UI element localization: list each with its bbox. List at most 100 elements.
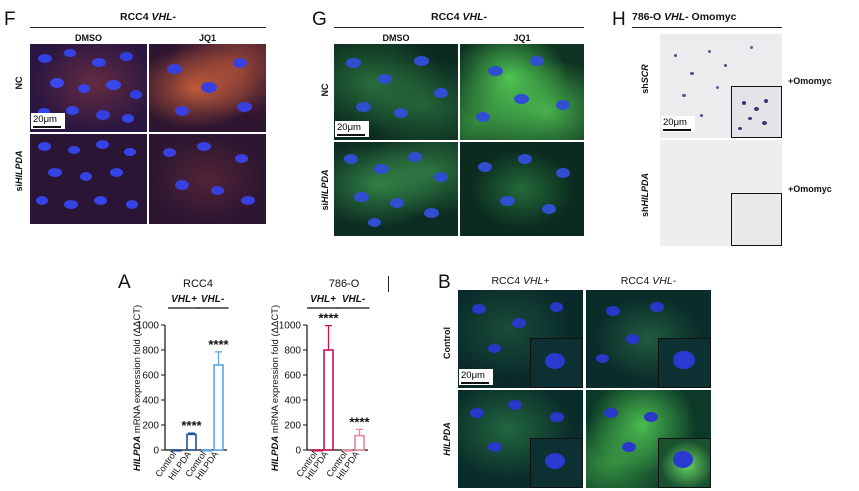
y-tick-label: 0 [153, 446, 159, 457]
nucleus [508, 400, 522, 410]
nucleus [175, 180, 189, 190]
group-label: VHL+ [310, 294, 336, 305]
panel-g-scale-bar [337, 134, 365, 136]
nucleus [545, 453, 565, 469]
y-tick-label: 400 [284, 396, 301, 407]
nucleus [38, 108, 50, 116]
nucleus [622, 442, 636, 452]
panel-b-scale-bar [461, 382, 489, 384]
nucleus [235, 154, 248, 163]
stain-dot [754, 107, 759, 111]
panel-letter-h: H [612, 9, 626, 30]
bar [342, 449, 353, 452]
nucleus [545, 353, 565, 369]
stain-dot [690, 72, 694, 75]
bar [171, 449, 182, 452]
nucleus [556, 100, 570, 110]
nucleus [424, 208, 439, 218]
stain-dot [742, 101, 746, 105]
panel-divider [388, 276, 389, 292]
panel-g-scale-box [335, 121, 369, 137]
nucleus [197, 142, 211, 151]
nucleus [512, 318, 526, 328]
group-label: VHL+ [171, 294, 197, 305]
y-axis-label-text: mRNA expression fold (ΔΔCT) [270, 305, 281, 436]
nucleus [237, 102, 252, 112]
panel-g-title-rule [334, 27, 584, 28]
nucleus [434, 88, 448, 98]
nucleus [476, 112, 490, 122]
panel-b-row-hilpda: HILPDA [442, 422, 452, 456]
y-tick-label: 400 [142, 396, 159, 407]
stain-dot [764, 99, 768, 103]
nucleus [241, 196, 255, 205]
bar [312, 449, 323, 452]
nucleus [64, 49, 76, 57]
nucleus [48, 168, 62, 177]
panel-g-title-genotype: VHL- [462, 11, 488, 23]
nucleus [470, 408, 484, 418]
nucleus [650, 302, 664, 312]
panel-g-green-signal [460, 44, 584, 140]
nucleus [124, 148, 136, 156]
panel-h-inset-shhilpda [731, 193, 782, 246]
nucleus [130, 90, 142, 99]
bar [323, 349, 334, 451]
significance-marker: **** [181, 418, 202, 433]
nucleus [36, 196, 48, 205]
nucleus [163, 148, 176, 157]
group-label: VHL- [201, 294, 225, 305]
nucleus [126, 200, 138, 209]
nucleus [80, 172, 92, 181]
chart-title: RCC4 [183, 278, 213, 290]
nucleus [500, 196, 515, 206]
panel-b-inset-vhlplus-control [530, 338, 583, 388]
panel-f-title-rule [30, 27, 266, 28]
nucleus [644, 412, 658, 422]
nucleus [518, 154, 532, 164]
panel-f-image-sihilpda-jq1 [149, 134, 266, 224]
significance-marker: **** [208, 337, 229, 352]
bar [201, 449, 212, 452]
nucleus [110, 168, 123, 177]
nucleus [514, 94, 529, 104]
panel-f-title-genotype: VHL- [151, 11, 177, 23]
panel-f-title-cell: RCC4 [119, 11, 149, 23]
panel-h-title-treatment: Omomyc [691, 11, 737, 23]
nucleus [66, 106, 79, 115]
panel-letter-b: B [438, 272, 451, 293]
nucleus [488, 344, 501, 353]
y-tick-label: 1000 [137, 321, 160, 332]
nucleus [211, 186, 224, 195]
panel-h-inset-shscr [731, 86, 782, 138]
nucleus [346, 58, 361, 68]
panel-f-image-sihilpda-dmso [30, 134, 147, 224]
nucleus [414, 56, 429, 66]
panel-b-col-cell-2: RCC4 [620, 275, 650, 287]
nucleus [378, 74, 392, 84]
y-axis-label-text: mRNA expression fold (ΔΔCT) [132, 305, 143, 436]
panel-g-col-dmso: DMSO [382, 33, 410, 43]
panel-g-image-sihilpda-jq1 [460, 142, 584, 236]
panel-g-col-jq1: JQ1 [513, 33, 531, 43]
nucleus [550, 412, 564, 422]
stain-dot [700, 114, 703, 117]
nucleus [38, 54, 52, 63]
panel-b-inset-vhlminus-control [658, 338, 711, 388]
nucleus [408, 152, 422, 162]
panel-g-image-nc-jq1 [460, 44, 584, 140]
bar [354, 434, 365, 451]
y-tick-label: 1000 [279, 321, 302, 332]
nucleus [626, 334, 640, 344]
panel-g-title-cell: RCC4 [430, 11, 460, 23]
significance-marker: **** [349, 414, 370, 429]
nucleus [344, 154, 358, 164]
stain-dot [748, 117, 752, 120]
y-tick-label: 200 [142, 421, 159, 432]
nucleus [120, 52, 133, 61]
nucleus [556, 168, 570, 178]
nucleus [488, 442, 502, 452]
y-tick-label: 200 [284, 421, 301, 432]
